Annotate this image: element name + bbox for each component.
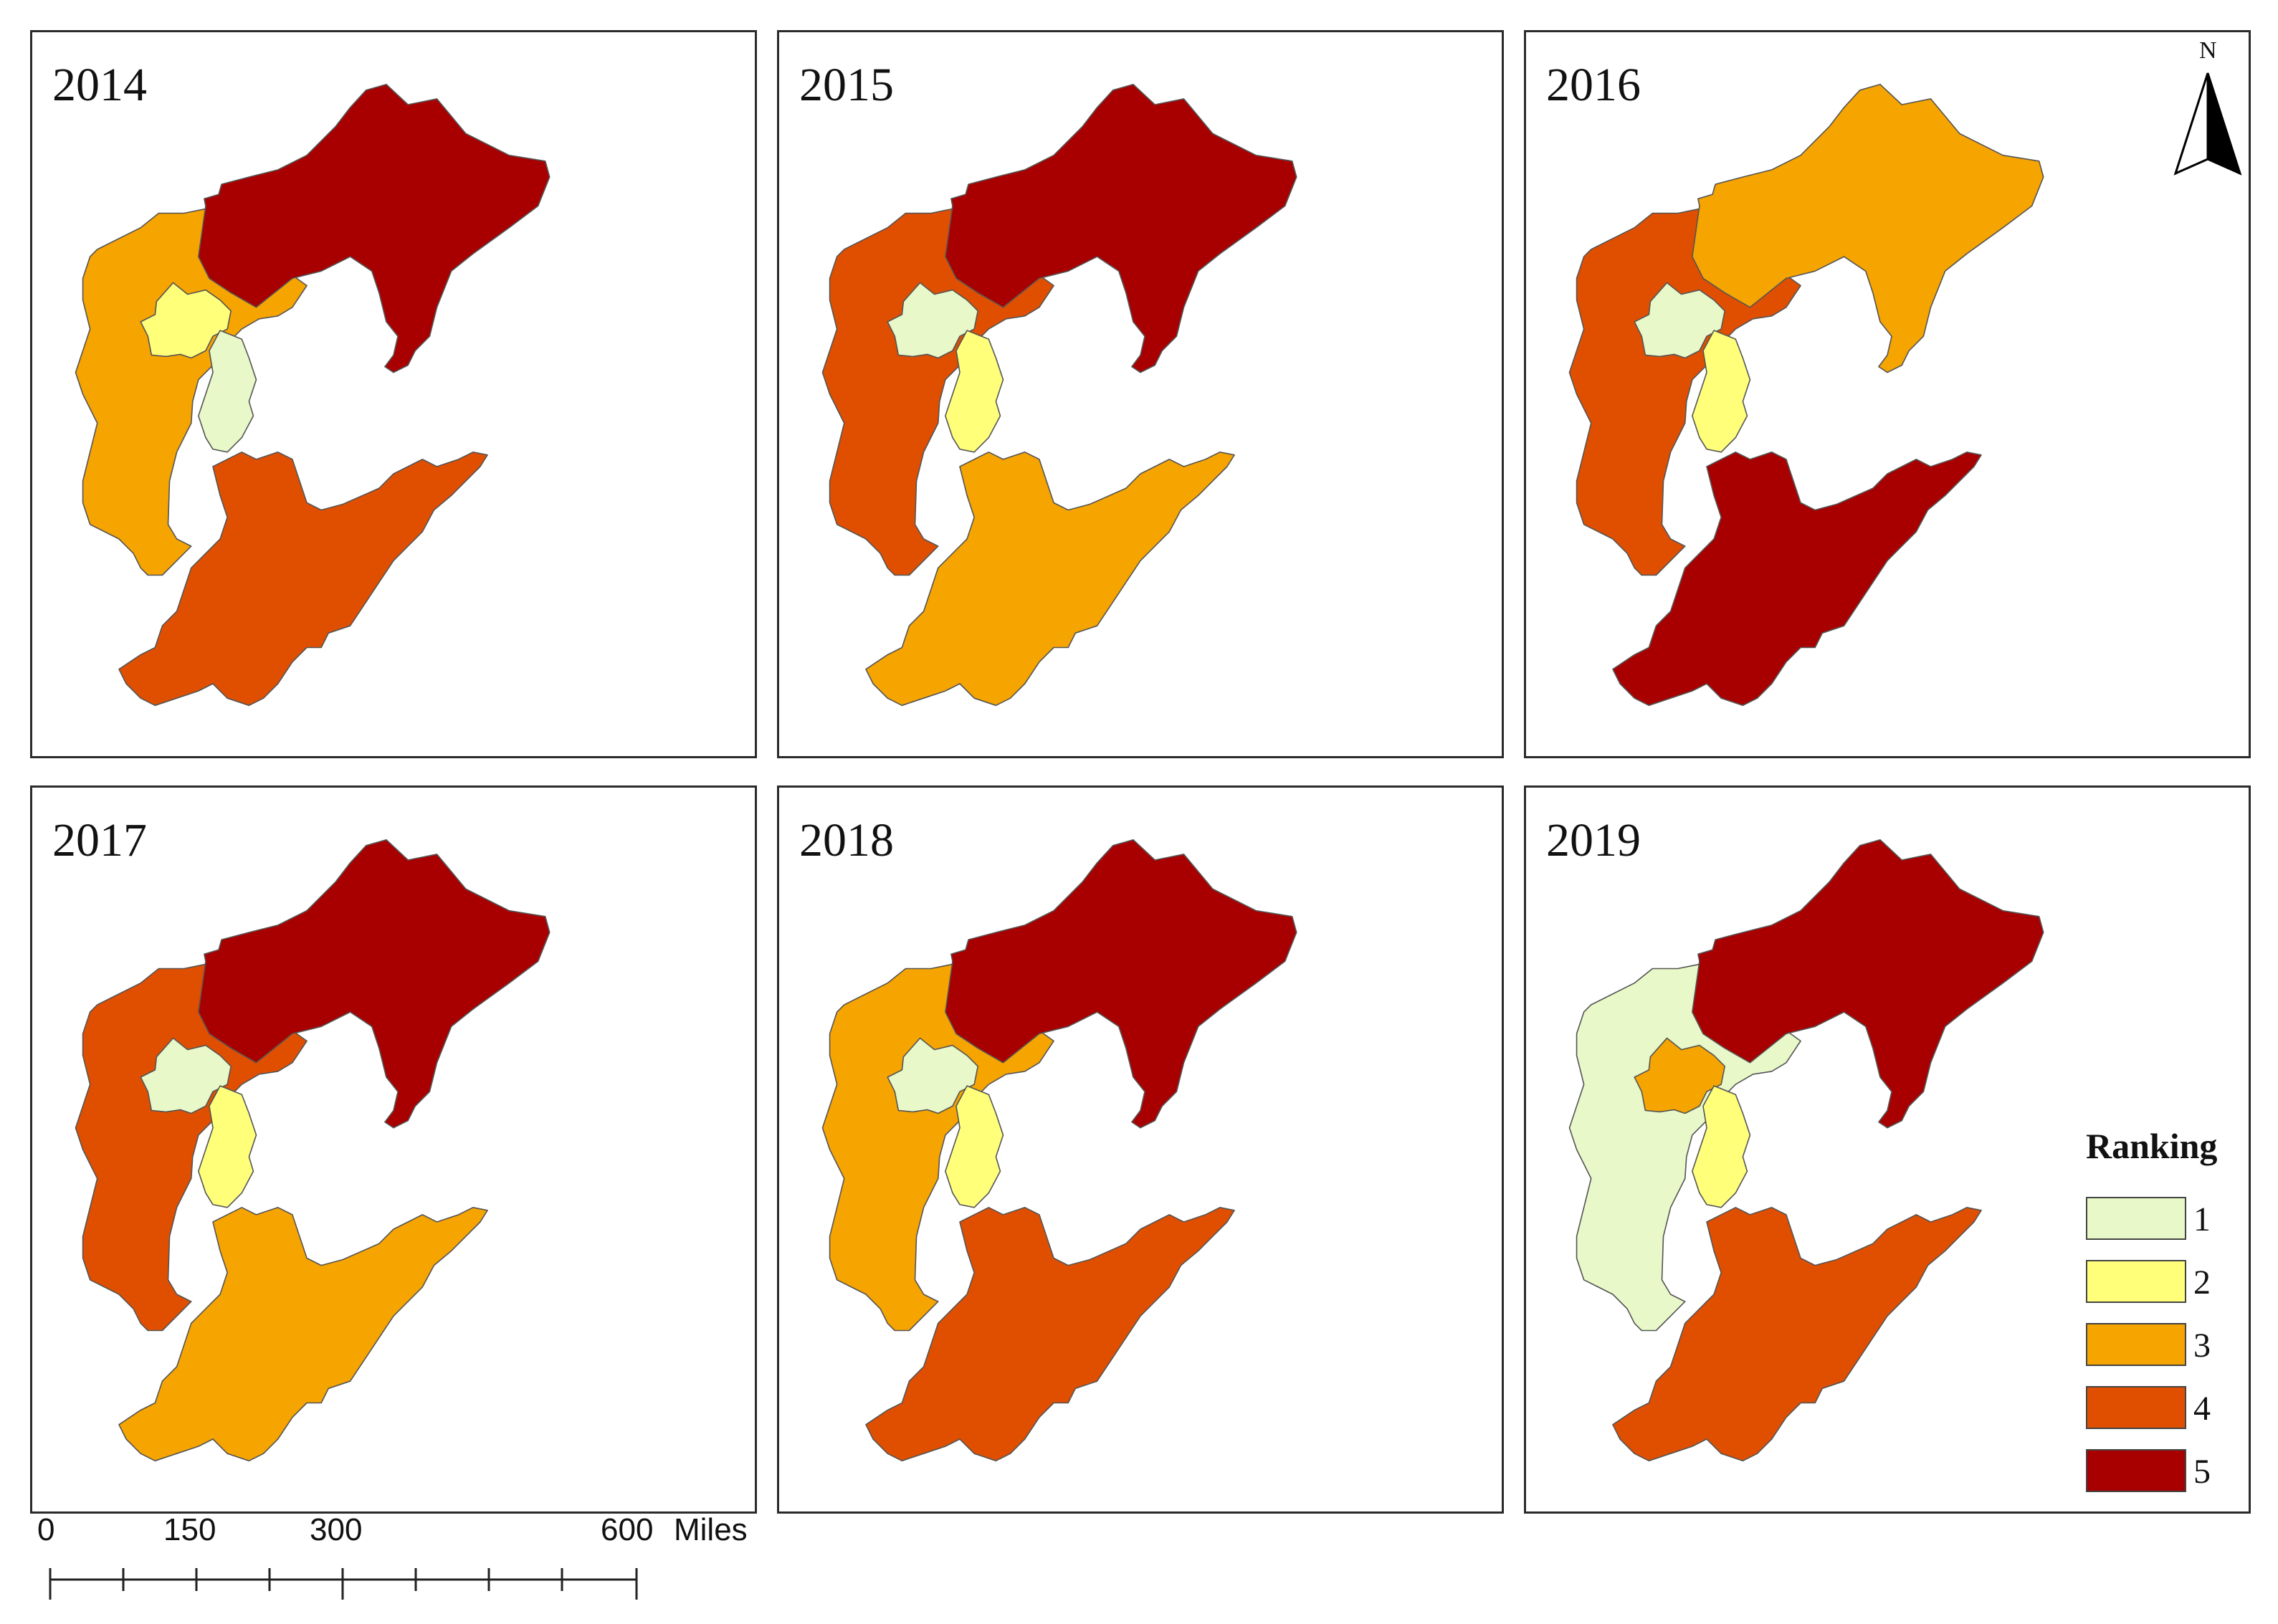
region-beijing [140,282,232,359]
region-northeast [1692,83,2044,373]
scale-bar: 0 150 300 600 Miles [29,1512,748,1613]
region-tianjin [945,330,1004,453]
region-beijing [140,1037,232,1114]
region-map [75,83,551,707]
map-panel-2017: 2017 [30,785,757,1514]
year-label: 2016 [1546,59,1641,111]
region-map [1568,839,2044,1462]
map-panel-2015: 2015 [777,30,1504,758]
region-map [1568,83,2044,707]
legend-label: 2 [2193,1264,2211,1301]
year-label: 2018 [799,814,894,866]
legend-label: 5 [2193,1453,2211,1491]
region-south [865,1206,1235,1462]
region-map [75,839,551,1462]
region-south [865,451,1235,707]
map-panel-2016: 2016 [1524,30,2251,758]
region-beijing [887,282,979,359]
region-northeast [198,83,551,373]
region-northeast [945,83,1297,373]
region-map [821,83,1297,707]
scale-label-300: 300 [310,1512,363,1547]
scale-label-150: 150 [163,1512,216,1547]
year-label: 2017 [52,814,147,866]
region-northeast [1692,839,2044,1129]
legend-label: 1 [2193,1200,2211,1238]
legend-swatch [2086,1449,2186,1492]
scale-label-0: 0 [37,1512,55,1547]
region-tianjin [1692,330,1751,453]
region-northeast [198,839,551,1129]
region-tianjin [945,1085,1004,1208]
region-south [1612,451,1982,707]
region-beijing [887,1037,979,1114]
region-south [1612,1206,1982,1462]
year-label: 2014 [52,59,147,111]
legend-swatch [2086,1197,2186,1240]
region-south [118,451,488,707]
scale-bar-line [49,1568,638,1600]
scale-label-600: 600 [601,1512,654,1547]
region-tianjin [198,330,257,453]
scale-unit: Miles [674,1512,748,1547]
legend-title: Ranking [2086,1126,2218,1166]
north-letter: N [2199,37,2217,64]
map-panel-2018: 2018 [777,785,1504,1514]
legend-label: 4 [2193,1390,2211,1428]
region-map [821,839,1297,1462]
region-south [118,1206,488,1462]
map-panel-2014: 2014 [30,30,757,758]
year-label: 2019 [1546,814,1641,866]
legend-label: 3 [2193,1327,2211,1365]
region-beijing [1634,1037,1726,1114]
region-tianjin [198,1085,257,1208]
legend-swatch [2086,1260,2186,1303]
north-arrow: N [2172,37,2244,181]
region-tianjin [1692,1085,1751,1208]
legend-swatch [2086,1323,2186,1366]
legend-swatch [2086,1386,2186,1429]
region-northeast [945,839,1297,1129]
region-beijing [1634,282,1726,359]
year-label: 2015 [799,59,894,111]
north-arrow-icon [2173,72,2242,176]
